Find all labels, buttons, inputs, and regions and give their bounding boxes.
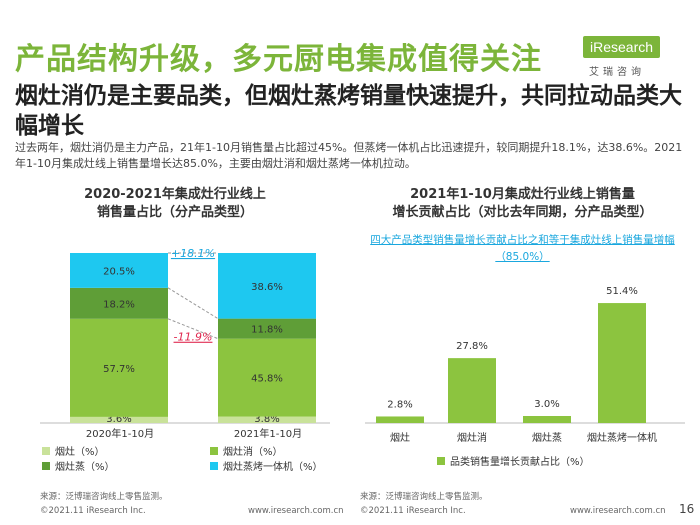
stacked-bar-segment — [218, 338, 316, 417]
right-chart-title-line2: 增长贡献占比（对比去年同期，分产品类型） — [392, 205, 653, 220]
legend-swatch — [210, 447, 218, 455]
contribution-note-line2: （85.0%） — [495, 251, 550, 263]
legend-swatch — [210, 462, 218, 470]
page-subtitle: 烟灶消仍是主要品类，但烟灶蒸烤销量快速提升，共同拉动品类大幅增长 — [15, 83, 682, 139]
change-annotation-negative: -11.9% — [174, 331, 213, 344]
page-number: 16 — [679, 502, 695, 516]
footer-url-right: www.iresearch.com.cn — [570, 506, 666, 516]
stacked-bar-segment — [70, 287, 168, 319]
contribution-note-line1: 四大产品类型销售量增长贡献占比之和等于集成灶线上销售量增幅 — [370, 234, 675, 246]
stacked-bar-segment — [218, 318, 316, 339]
footer-copyright-right: ©2021.11 iResearch Inc. — [360, 506, 466, 516]
stacked-bar-segment — [218, 416, 316, 423]
right-chart-title: 2021年1-10月集成灶行业线上销售量 增长贡献占比（对比去年同期，分产品类型… — [350, 186, 695, 222]
legend-label: 烟灶（%） — [55, 445, 105, 458]
stacked-bar-segment — [70, 318, 168, 417]
legend-label: 烟灶蒸烤一体机（%） — [223, 460, 323, 473]
bar-data-label: 3.0% — [534, 399, 559, 410]
segment-data-label: 57.7% — [103, 364, 135, 375]
x-tick-label: 烟灶消 — [457, 431, 487, 444]
footer-copyright-left: ©2021.11 iResearch Inc. — [40, 506, 146, 516]
bar-data-label: 51.4% — [606, 286, 638, 297]
right-chart-title-line1: 2021年1-10月集成灶行业线上销售量 — [410, 187, 635, 202]
right-source: 来源：泛博瑞咨询线上零售监测。 — [360, 492, 488, 502]
segment-data-label: 3.8% — [254, 414, 279, 425]
legend-swatch — [42, 462, 50, 470]
legend-label: 烟灶蒸（%） — [55, 460, 115, 473]
segment-connector — [167, 318, 219, 340]
contribution-bar — [523, 416, 571, 423]
iresearch-logo: iResearch 艾瑞咨询 — [583, 36, 663, 78]
footer-url-left: www.iresearch.com.cn — [248, 506, 344, 516]
x-tick-label: 2021年1-10月 — [234, 427, 302, 440]
change-annotation-positive: +18.1% — [171, 247, 215, 260]
bar-data-label: 2.8% — [387, 399, 412, 410]
left-chart-title-line1: 2020-2021年集成灶行业线上 — [84, 187, 266, 202]
segment-data-label: 45.8% — [251, 374, 283, 385]
logo-cn-text: 艾瑞咨询 — [589, 67, 645, 78]
contribution-bar — [376, 416, 424, 423]
page-title: 产品结构升级，多元厨电集成值得关注 — [15, 42, 542, 77]
contribution-note: 四大产品类型销售量增长贡献占比之和等于集成灶线上销售量增幅 （85.0%） — [350, 232, 695, 266]
left-source: 来源：泛博瑞咨询线上零售监测。 — [40, 492, 168, 502]
legend-label: 烟灶消（%） — [223, 445, 283, 458]
contribution-bar-chart: 2.8% 烟灶 27.8% 烟灶消 3.0% 烟灶蒸 51.4% 烟灶蒸烤一体机品类销售量增长… — [365, 286, 685, 468]
segment-data-label: 20.5% — [103, 266, 135, 277]
x-tick-label: 烟灶 — [390, 431, 410, 444]
contribution-bar — [448, 358, 496, 423]
legend-swatch — [437, 457, 445, 465]
bar-data-label: 27.8% — [456, 341, 488, 352]
page-description: 过去两年，烟灶消仍是主力产品，21年1-10月销售量占比超过45%。但蒸烤一体机… — [15, 141, 683, 170]
x-tick-label: 2020年1-10月 — [86, 427, 154, 440]
stacked-share-chart: 3.6% 57.7% 18.2% 20.5% 2020年1-10月 3.8% 45.8% 11… — [40, 247, 330, 473]
legend-label: 品类销售量增长贡献占比（%） — [450, 455, 590, 468]
stacked-bar-segment — [70, 416, 168, 423]
x-tick-label: 烟灶蒸烤一体机 — [587, 431, 657, 444]
segment-data-label: 18.2% — [103, 299, 135, 310]
left-chart-title: 2020-2021年集成灶行业线上 销售量占比（分产品类型） — [40, 186, 310, 222]
stacked-bar-segment — [218, 253, 316, 319]
segment-data-label: 38.6% — [251, 282, 283, 293]
left-chart-title-line2: 销售量占比（分产品类型） — [96, 205, 253, 220]
segment-data-label: 3.6% — [106, 414, 131, 425]
logo-wordmark: iResearch — [583, 36, 660, 58]
contribution-bar — [598, 303, 646, 423]
legend-swatch — [42, 447, 50, 455]
segment-connector — [167, 287, 219, 320]
segment-data-label: 11.8% — [251, 325, 283, 336]
stacked-bar-segment — [70, 253, 168, 288]
x-tick-label: 烟灶蒸 — [532, 431, 562, 444]
